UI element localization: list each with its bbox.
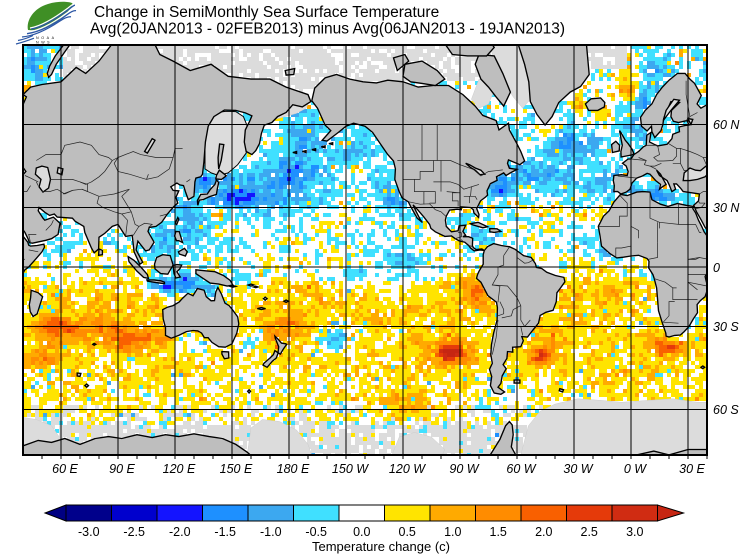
svg-text:-1.0: -1.0 [260,525,282,539]
svg-text:150 W: 150 W [332,462,369,476]
svg-text:1.5: 1.5 [490,525,507,539]
svg-text:120 E: 120 E [163,462,196,476]
svg-text:150 E: 150 E [220,462,253,476]
svg-text:-2.0: -2.0 [169,525,191,539]
svg-text:Change in SemiMonthly Sea Surf: Change in SemiMonthly Sea Surface Temper… [94,4,439,21]
svg-text:-3.0: -3.0 [78,525,100,539]
svg-text:3.0: 3.0 [626,525,643,539]
svg-text:60 E: 60 E [52,462,78,476]
svg-text:60 N: 60 N [713,118,740,132]
svg-text:30 E: 30 E [679,462,705,476]
svg-text:0.0: 0.0 [353,525,370,539]
svg-text:0.5: 0.5 [399,525,416,539]
svg-text:30 N: 30 N [713,201,740,215]
svg-text:2.0: 2.0 [535,525,552,539]
svg-text:2.5: 2.5 [581,525,598,539]
svg-text:60 S: 60 S [713,403,739,417]
svg-text:Temperature change (c): Temperature change (c) [312,539,450,554]
svg-text:Avg(20JAN2013 - 02FEB2013) min: Avg(20JAN2013 - 02FEB2013) minus Avg(06J… [90,21,565,38]
svg-text:1.0: 1.0 [444,525,461,539]
svg-text:60 W: 60 W [506,462,536,476]
svg-text:-2.5: -2.5 [123,525,145,539]
svg-text:120 W: 120 W [389,462,426,476]
svg-text:90 E: 90 E [109,462,135,476]
svg-text:90 W: 90 W [449,462,479,476]
svg-text:0: 0 [713,261,720,275]
svg-text:NOAA: NOAA [36,36,57,40]
svg-text:30 S: 30 S [713,320,739,334]
svg-text:NWS: NWS [36,41,52,45]
svg-text:30 W: 30 W [563,462,593,476]
svg-text:180 E: 180 E [277,462,310,476]
svg-text:-1.5: -1.5 [214,525,236,539]
svg-text:-0.5: -0.5 [305,525,327,539]
svg-text:0 W: 0 W [624,462,647,476]
